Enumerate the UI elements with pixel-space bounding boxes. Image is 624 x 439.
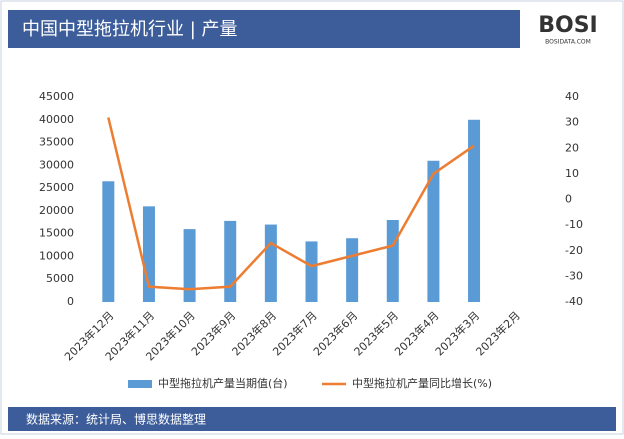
y-tick-label: 40000 bbox=[39, 113, 74, 126]
y2-tick-label: -10 bbox=[565, 218, 583, 231]
y-tick-label: 0 bbox=[67, 295, 74, 308]
y-tick-label: 25000 bbox=[39, 181, 74, 194]
legend-label: 中型拖拉机产量同比增长(%) bbox=[352, 376, 492, 390]
y2-tick-label: 30 bbox=[565, 116, 579, 129]
bar bbox=[183, 229, 196, 302]
y-tick-label: 15000 bbox=[39, 227, 74, 240]
y2-tick-label: 0 bbox=[565, 193, 572, 206]
y2-tick-label: -40 bbox=[565, 295, 583, 308]
bar bbox=[264, 224, 277, 302]
y-tick-label: 10000 bbox=[39, 249, 74, 262]
bar bbox=[468, 119, 481, 303]
logo: BOSI bbox=[538, 13, 598, 38]
logo-sub: BOSIDATA.COM bbox=[545, 39, 591, 46]
source: 数据来源：统计局、博思数据整理 bbox=[26, 412, 206, 427]
y2-tick-label: 20 bbox=[565, 141, 579, 154]
header-band bbox=[8, 10, 520, 48]
y-tick-label: 30000 bbox=[39, 158, 74, 171]
y-tick-label: 20000 bbox=[39, 204, 74, 217]
y2-tick-label: 10 bbox=[565, 167, 579, 180]
line bbox=[107, 117, 475, 291]
bar bbox=[346, 238, 359, 302]
y-tick-label: 45000 bbox=[39, 90, 74, 103]
y2-tick-label: 40 bbox=[565, 90, 579, 103]
legend-label: 中型拖拉机产量当期值(台) bbox=[158, 376, 288, 390]
page-title: 中国中型拖拉机行业 | 产量 bbox=[22, 19, 238, 40]
bar bbox=[224, 220, 237, 302]
bar bbox=[427, 160, 440, 302]
legend-swatch bbox=[128, 380, 152, 388]
bar bbox=[102, 181, 115, 302]
y2-tick-label: -20 bbox=[565, 244, 583, 257]
bar bbox=[305, 241, 318, 302]
bar bbox=[386, 220, 399, 302]
y-tick-label: 35000 bbox=[39, 136, 74, 149]
footer-band bbox=[8, 407, 616, 431]
y2-tick-label: -30 bbox=[565, 269, 583, 282]
y-tick-label: 5000 bbox=[46, 272, 74, 285]
